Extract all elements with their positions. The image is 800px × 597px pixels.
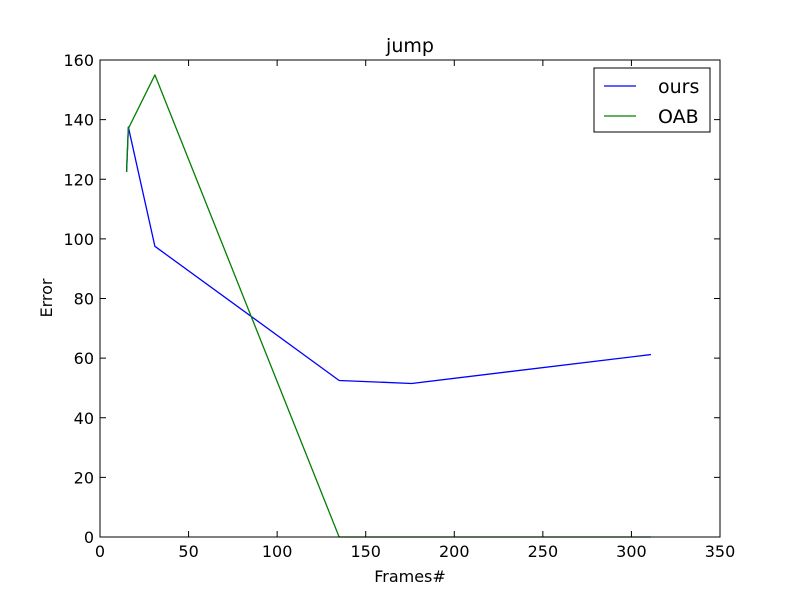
y-tick-label: 40 [74, 409, 94, 428]
y-axis-title: Error [37, 278, 56, 317]
y-tick-label: 60 [74, 349, 94, 368]
x-tick-label: 0 [95, 542, 105, 561]
x-tick-label: 150 [350, 542, 381, 561]
legend-label-oab: OAB [658, 106, 699, 128]
chart-title: jump [385, 35, 434, 57]
y-tick-label: 100 [63, 230, 94, 249]
y-tick-label: 120 [63, 170, 94, 189]
y-tick-label: 0 [84, 528, 94, 547]
legend: ours OAB [593, 67, 711, 133]
y-tick-label: 80 [74, 290, 94, 309]
x-axis-title: Frames# [374, 567, 446, 586]
x-tick-label: 250 [528, 542, 559, 561]
x-tick-label: 200 [439, 542, 470, 561]
axes-layer: 0 50 100 150 200 250 300 350 0 20 40 60 80 100 120 140 1… [63, 51, 735, 561]
legend-box [593, 67, 711, 133]
y-tick-label: 140 [63, 111, 94, 130]
x-tick-label: 300 [616, 542, 647, 561]
y-tick-label: 160 [63, 51, 94, 70]
x-tick-label: 100 [262, 542, 293, 561]
x-tick-label: 50 [178, 542, 198, 561]
x-tick-label: 350 [705, 542, 736, 561]
legend-label-ours: ours [658, 76, 699, 98]
y-tick-label: 20 [74, 468, 94, 487]
